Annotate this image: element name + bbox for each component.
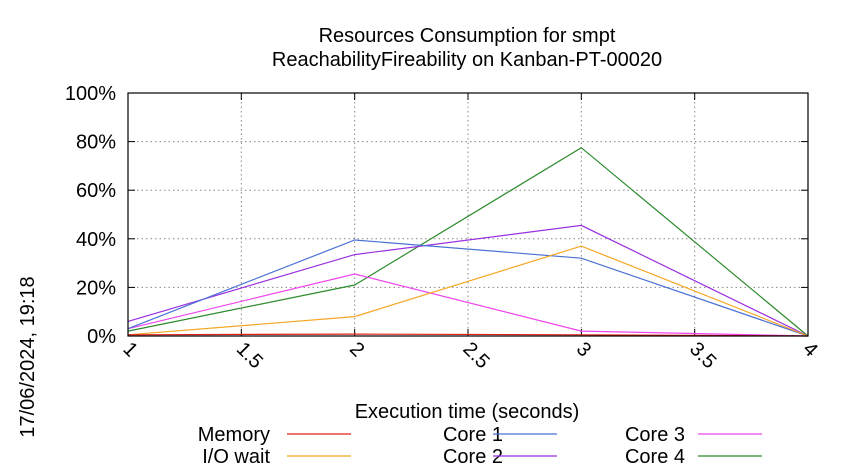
x-axis-ticks: 1 1.5 2 2.5 3 3.5 4 bbox=[118, 93, 822, 373]
y-tick-label: 40% bbox=[76, 229, 116, 251]
series-line-core-2 bbox=[127, 224, 809, 337]
x-tick-label: 3.5 bbox=[685, 338, 720, 373]
legend-label: Core 2 bbox=[443, 446, 503, 468]
plot-frame bbox=[127, 92, 809, 337]
x-axis-label: Execution time (seconds) bbox=[355, 401, 580, 423]
y-tick-label: 20% bbox=[76, 277, 116, 299]
legend-label: Core 4 bbox=[625, 446, 685, 468]
grid bbox=[128, 93, 808, 336]
series-line-core-3 bbox=[127, 273, 809, 337]
y-tick-label: 0% bbox=[87, 326, 116, 348]
timestamp-label: 17/06/2024, 19:18 bbox=[17, 276, 39, 437]
legend-label: Memory bbox=[198, 424, 270, 446]
legend-label: I/O wait bbox=[202, 446, 270, 468]
x-tick-label: 1.5 bbox=[232, 338, 267, 373]
x-tick-label: 1 bbox=[118, 338, 141, 361]
series-line-core-1 bbox=[127, 239, 809, 337]
legend-label: Core 1 bbox=[443, 424, 503, 446]
y-axis-ticks: 0% 20% 40% 60% 80% 100% bbox=[65, 83, 808, 348]
y-tick-label: 100% bbox=[65, 83, 116, 105]
legend-label: Core 3 bbox=[625, 424, 685, 446]
series-line-memory bbox=[127, 333, 809, 337]
x-tick-label: 4 bbox=[798, 338, 821, 361]
y-tick-label: 80% bbox=[76, 132, 116, 154]
series-line-core-4 bbox=[127, 146, 809, 337]
y-tick-label: 60% bbox=[76, 180, 116, 202]
series-line-i-o-wait bbox=[127, 245, 809, 337]
x-tick-label: 2.5 bbox=[458, 338, 493, 373]
series-lines bbox=[127, 146, 809, 337]
x-tick-label: 2 bbox=[345, 338, 368, 361]
chart-title: Resources Consumption for smpt bbox=[319, 25, 616, 47]
chart-subtitle: ReachabilityFireability on Kanban-PT-000… bbox=[272, 49, 662, 71]
x-tick-label: 3 bbox=[572, 338, 595, 361]
